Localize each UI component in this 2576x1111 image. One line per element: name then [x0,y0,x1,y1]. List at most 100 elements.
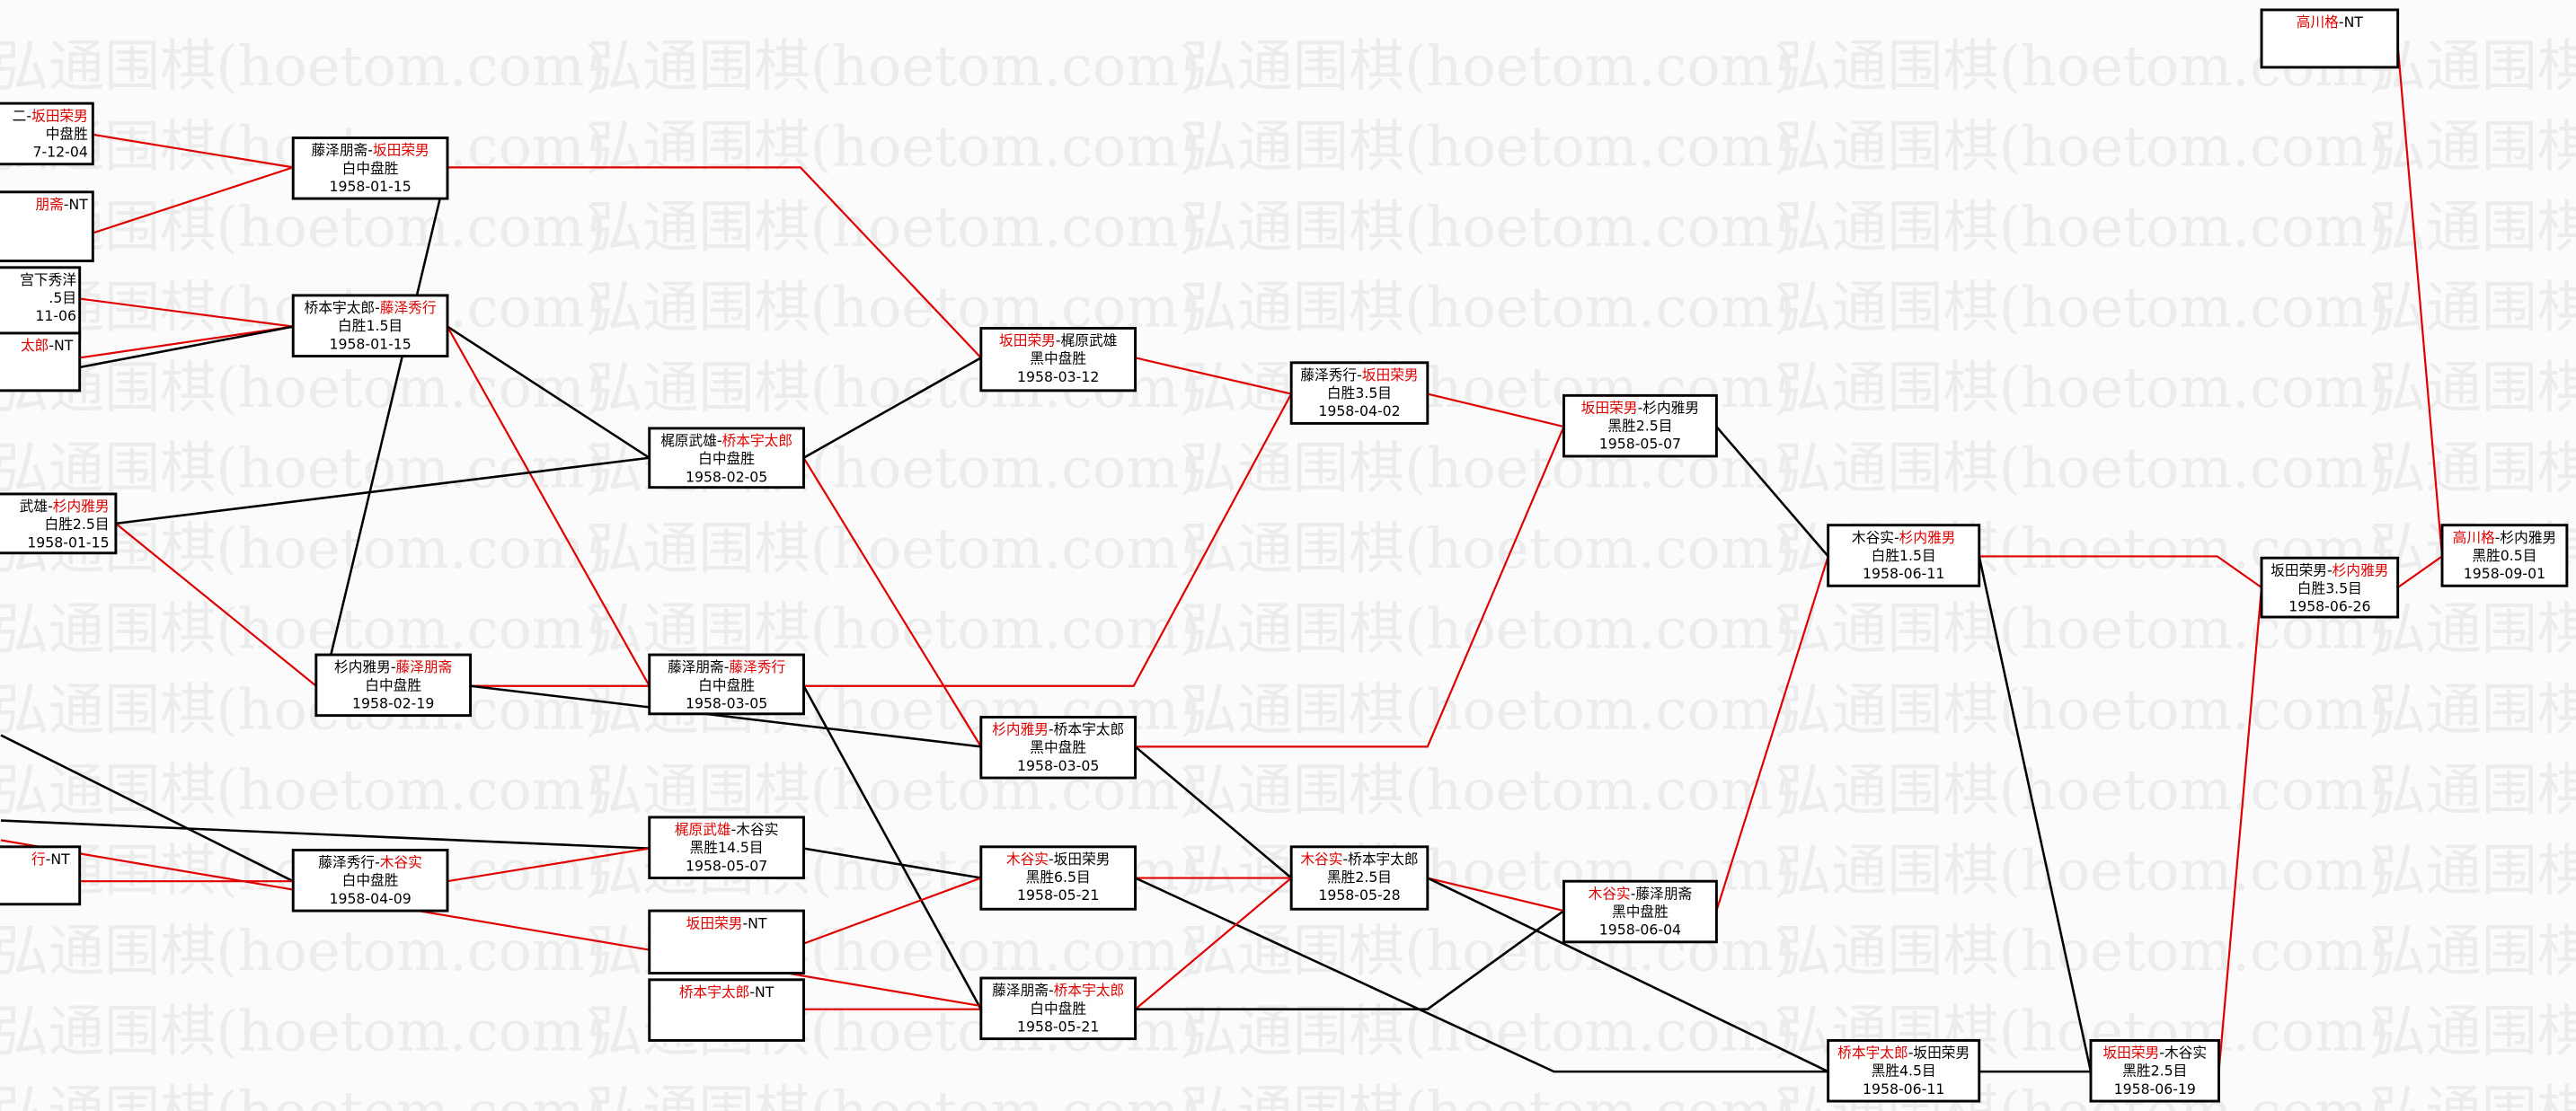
winner-name: 杉内雅男 [2333,561,2389,578]
bracket-line [803,847,982,879]
watermark-text: 弘通围棋(hoetom.com) [0,596,606,662]
player-name: -NT [46,851,70,868]
watermark-text: 弘通围棋(hoetom.com) [2370,757,2576,823]
player-name: -藤泽朋斋 [1631,885,1693,902]
watermark-text: 弘通围棋(hoetom.com) [2370,194,2576,260]
winner-name: 高川格 [2297,13,2339,31]
winner-name: 杉内雅男 [1899,529,1956,546]
match-players: 木谷实-坂田荣男 [1006,851,1111,868]
bracket-line [1135,910,1565,1010]
match-players: 太郎-NT [21,337,74,354]
match-date: 1958-03-05 [1017,757,1099,774]
player-name: -杉内雅男 [1638,400,1699,417]
winner-name: 行 [31,851,46,868]
watermark-text: 弘通围棋(hoetom.com) [2370,998,2576,1063]
bracket-line [447,847,650,883]
match-players: 桥本宇太郎-NT [679,983,775,1001]
game-node[interactable]: 行-NT [0,845,82,906]
bracket-line [1135,426,1565,748]
watermark-text: 弘通围棋(hoetom.com) [1775,194,2389,260]
node-box [1289,361,1430,425]
match-players: 藤泽朋斋-桥本宇太郎 [992,982,1124,999]
match-players: 梶原武雄-桥本宇太郎 [660,432,792,449]
watermark-text: 弘通围棋(hoetom.com) [1182,275,1795,340]
match-players: 坂田荣男-NT [686,914,767,931]
match-date: 1958-05-21 [1017,1018,1099,1035]
match-result: 黑胜0.5目 [2472,547,2536,564]
watermark-text: 弘通围棋(hoetom.com) [587,1079,1200,1111]
match-result: 白中盘胜 [1030,1000,1086,1017]
game-node[interactable]: 朋斋-NT [0,190,94,262]
match-players: 坂田荣男-杉内雅男 [1581,400,1699,417]
node-box [0,331,82,392]
match-result: 黑胜2.5目 [1607,418,1672,435]
game-node[interactable]: 高川格-NT [2260,8,2400,69]
node-box [1827,1038,1981,1103]
node-box [979,845,1138,911]
node-box [2440,524,2569,587]
match-players: 木谷实-杉内雅男 [1852,529,1956,546]
player-name: 杉内雅男- [334,658,395,675]
match-date: 11-06 [35,307,76,324]
watermark-text: 弘通围棋(hoetom.com) [0,998,606,1063]
watermark-text: 弘通围棋(hoetom.com) [2370,676,2576,742]
bracket-line [1135,877,1828,1073]
winner-name: 坂田荣男 [2102,1045,2159,1062]
winner-name: 杉内雅男 [53,498,110,515]
game-node[interactable]: 坂田荣男-NT [648,909,805,974]
bracket-line [803,877,982,945]
watermark-text: 弘通围棋(hoetom.com) [1182,114,1795,180]
node-box [291,294,449,357]
match-date: 7-12-04 [33,143,88,160]
game-node[interactable]: 太郎-NT [0,331,82,392]
bracket-line [1715,426,1829,558]
watermark-text: 弘通围棋(hoetom.com) [1182,596,1795,662]
node-box [1289,845,1430,911]
winner-name: 坂田荣男 [1581,400,1638,417]
bracket-line [1715,556,1829,912]
node-box [979,326,1138,392]
node-box [0,190,94,262]
match-date: 1958-05-07 [1599,436,1681,453]
bracket-line [115,523,317,687]
node-box [2260,8,2400,69]
match-result: 黑胜2.5目 [2122,1063,2187,1080]
bracket-line [1135,357,1292,395]
winner-name: 杉内雅男 [992,721,1049,738]
match-players: 藤泽朋斋-藤泽秀行 [668,658,785,675]
match-players: 桥本宇太郎-藤泽秀行 [305,299,437,316]
game-node[interactable]: 桥本宇太郎-NT [648,978,805,1042]
winner-name: 桥本宇太郎 [679,983,750,1001]
node-box [648,816,805,880]
match-players: 桥本宇太郎-坂田荣男 [1837,1045,1970,1062]
bracket-line [0,819,650,850]
watermark-text: 弘通围棋(hoetom.com) [1775,436,2389,501]
watermark-text: 弘通围棋(hoetom.com) [587,33,1200,99]
player-name: 梶原武雄- [660,432,721,449]
bracket-line [0,839,982,1008]
